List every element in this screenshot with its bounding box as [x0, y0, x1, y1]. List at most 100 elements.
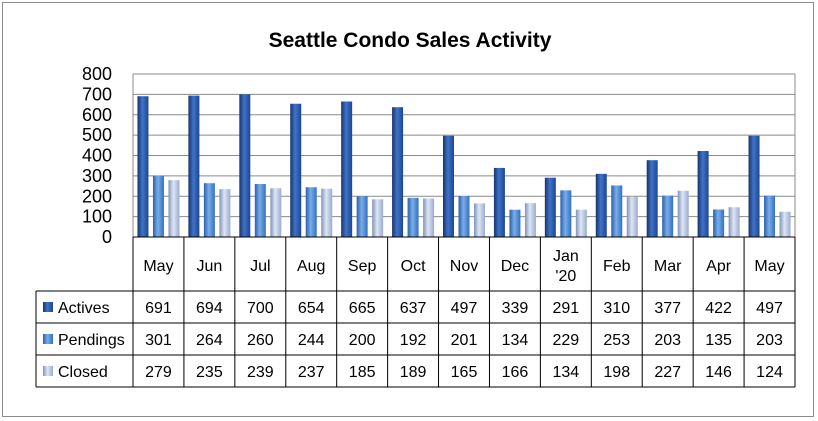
bar-pendings	[713, 209, 725, 237]
y-tick-label: 0	[102, 227, 112, 247]
data-value: 654	[298, 300, 325, 317]
bar-pendings	[560, 190, 572, 237]
bar-actives	[137, 96, 149, 238]
bar-actives	[595, 173, 607, 237]
data-value: 198	[603, 364, 630, 381]
data-value: 497	[451, 300, 478, 317]
bar-closed	[372, 199, 384, 237]
bar-actives	[392, 107, 404, 238]
data-value: 166	[502, 364, 529, 381]
data-value: 235	[196, 364, 223, 381]
legend-key-actives	[43, 302, 53, 312]
bar-pendings	[509, 209, 521, 237]
data-value: 497	[756, 300, 783, 317]
bar-pendings	[662, 195, 674, 237]
bar-pendings	[203, 183, 215, 237]
data-value: 691	[145, 300, 172, 317]
y-tick-label: 400	[82, 146, 112, 166]
chart-title: Seattle Condo Sales Activity	[269, 29, 552, 52]
data-value: 189	[400, 364, 427, 381]
y-tick-label: 600	[82, 105, 112, 125]
category-label: Jan	[553, 248, 579, 265]
data-value: 244	[298, 332, 325, 349]
category-label: Nov	[450, 258, 478, 275]
bar-closed	[677, 190, 689, 237]
bar-pendings	[611, 185, 623, 237]
bar-pendings	[407, 197, 419, 237]
category-label: Apr	[706, 258, 732, 275]
y-tick-label: 100	[82, 207, 112, 227]
bar-closed	[524, 203, 536, 237]
bar-closed	[474, 203, 485, 237]
data-value: 260	[247, 332, 274, 349]
data-value: 165	[451, 364, 478, 381]
bar-actives	[239, 94, 251, 237]
series-label: Closed	[58, 364, 108, 381]
category-label: Jul	[250, 258, 270, 275]
category-label: May	[143, 258, 173, 275]
data-value: 665	[349, 300, 376, 317]
category-label: Feb	[603, 258, 631, 275]
data-value: 227	[654, 364, 681, 381]
bar-actives	[290, 103, 302, 237]
data-value: 253	[603, 332, 630, 349]
bar-closed	[626, 196, 638, 237]
bar-closed	[219, 189, 231, 237]
y-tick-label: 200	[82, 186, 112, 206]
category-label: Dec	[501, 258, 529, 275]
category-label: Aug	[297, 258, 325, 275]
data-value: 264	[196, 332, 223, 349]
bar-pendings	[764, 195, 776, 237]
bar-actives	[646, 160, 658, 237]
bar-pendings	[356, 196, 368, 237]
data-value: 637	[400, 300, 427, 317]
data-value: 310	[603, 300, 630, 317]
data-value: 134	[552, 364, 579, 381]
data-value: 201	[451, 332, 478, 349]
bar-pendings	[305, 187, 317, 237]
data-value: 237	[298, 364, 325, 381]
bar-pendings	[458, 196, 470, 237]
bar-closed	[728, 207, 740, 237]
bar-closed	[321, 188, 333, 237]
data-value: 694	[196, 300, 223, 317]
bar-actives	[697, 151, 709, 237]
category-label: Jun	[196, 258, 222, 275]
bar-actives	[443, 135, 454, 237]
category-label: '20	[555, 268, 576, 285]
bar-closed	[168, 180, 180, 237]
data-value: 200	[349, 332, 376, 349]
bar-pendings	[152, 175, 164, 237]
category-label: May	[754, 258, 784, 275]
bar-actives	[188, 95, 200, 237]
category-label: Oct	[401, 258, 426, 275]
data-value: 192	[400, 332, 427, 349]
data-value: 339	[502, 300, 529, 317]
data-value: 134	[502, 332, 529, 349]
bar-actives	[544, 177, 556, 237]
category-label: Sep	[348, 258, 377, 275]
y-tick-label: 700	[82, 84, 112, 104]
data-value: 279	[145, 364, 172, 381]
data-value: 203	[654, 332, 681, 349]
bar-closed	[270, 188, 282, 237]
bar-actives	[493, 167, 505, 237]
bar-closed	[575, 209, 587, 237]
data-value: 124	[756, 364, 783, 381]
series-label: Pendings	[58, 332, 125, 349]
data-value: 291	[552, 300, 579, 317]
data-value: 135	[705, 332, 732, 349]
y-tick-label: 500	[82, 125, 112, 145]
category-label: Mar	[654, 258, 682, 275]
y-tick-label: 800	[82, 64, 112, 84]
data-value: 422	[705, 300, 732, 317]
data-value: 301	[145, 332, 172, 349]
bar-actives	[341, 101, 353, 237]
bar-pendings	[254, 184, 266, 237]
legend-key-closed	[43, 366, 53, 376]
data-value: 185	[349, 364, 376, 381]
legend-key-pendings	[43, 334, 53, 344]
data-value: 700	[247, 300, 274, 317]
bar-actives	[748, 135, 760, 237]
